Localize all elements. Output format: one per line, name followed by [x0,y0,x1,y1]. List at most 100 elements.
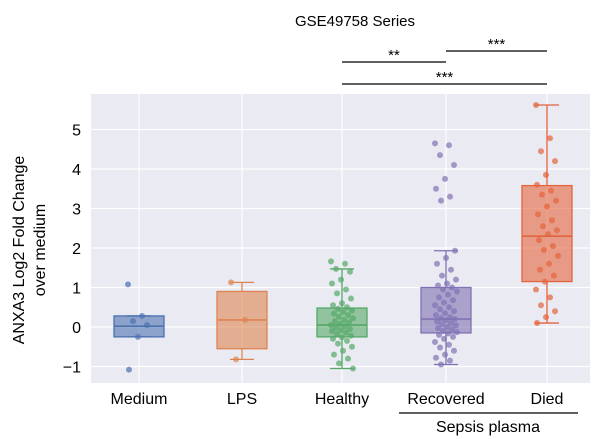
data-point [344,337,350,344]
x-axis-ticks: Medium LPS Healthy Recovered Died [111,391,564,408]
chart-title: GSE49758 Series [295,13,415,30]
data-point [554,227,560,234]
data-point [547,294,553,301]
data-point [449,284,455,291]
data-point [439,321,445,328]
data-point [538,302,544,309]
data-point [450,297,456,304]
data-point [439,272,445,279]
data-point [552,158,558,165]
data-point [442,310,448,317]
data-point [451,347,457,354]
data-point [452,316,458,323]
data-point [438,197,444,204]
data-point [449,326,455,333]
y-tick-label: 1 [72,281,81,298]
data-point [432,339,438,346]
data-point [539,191,545,198]
data-point [555,252,561,259]
group-label: Sepsis plasma [436,419,540,436]
data-point [342,323,348,330]
data-point [433,354,439,361]
data-point [350,365,356,372]
data-point [242,316,248,323]
data-point [345,355,351,362]
data-point [436,294,442,301]
data-point [331,351,337,358]
data-point [437,344,443,351]
y-axis-label-line2: over medium [32,204,49,296]
data-point [446,341,452,348]
data-point [336,313,342,320]
data-point [328,322,334,329]
y-tick-label: −1 [63,360,81,377]
data-point [335,305,341,312]
y-tick-label: 2 [72,241,81,258]
data-point [453,322,459,329]
data-point [349,307,355,314]
significance-label: *** [436,69,454,86]
data-point [454,329,460,336]
data-point [433,185,439,192]
data-point [339,300,345,307]
data-point [447,357,453,364]
data-point [335,340,341,347]
data-point [437,306,443,313]
data-point [339,334,345,341]
data-point [432,140,438,147]
data-point [333,324,339,331]
data-point [333,265,339,272]
data-point [533,286,539,293]
data-point [534,320,540,327]
box-recovered [420,140,472,368]
data-point [550,243,556,250]
data-point [446,304,452,311]
data-point [534,181,540,188]
data-point [442,351,448,358]
data-point [537,266,543,273]
data-point [452,247,458,254]
data-point [542,278,548,285]
data-point [349,343,355,350]
significance-label: *** [488,36,506,53]
data-point [340,308,346,315]
data-point [126,366,132,373]
data-point [450,333,456,340]
data-point [434,318,440,325]
data-point [535,211,541,218]
data-point [432,302,438,309]
x-tick-label: Healthy [315,391,369,408]
data-point [444,280,450,287]
data-point [448,266,454,273]
data-point [553,197,559,204]
data-point [441,335,447,342]
data-point [336,360,342,367]
data-point [441,299,447,306]
data-point [543,314,549,321]
data-point [334,290,340,297]
data-point [549,217,555,224]
data-point [228,279,234,286]
data-point [334,331,340,338]
x-tick-label: Medium [111,391,168,408]
y-tick-label: 3 [72,202,81,219]
data-point [338,276,344,283]
data-point [533,102,539,109]
data-point [540,223,546,230]
data-point [348,332,354,339]
data-point [451,308,457,315]
data-point [434,260,440,267]
data-point [453,276,459,283]
data-point [435,325,441,332]
data-point [348,295,354,302]
data-point [538,148,544,155]
data-point [446,142,452,149]
data-point [545,231,551,238]
data-point [233,356,239,363]
data-point [440,327,446,334]
data-point [447,314,453,321]
data-point [543,171,549,178]
data-point [438,361,444,368]
data-point [350,315,356,322]
data-point [551,272,557,279]
